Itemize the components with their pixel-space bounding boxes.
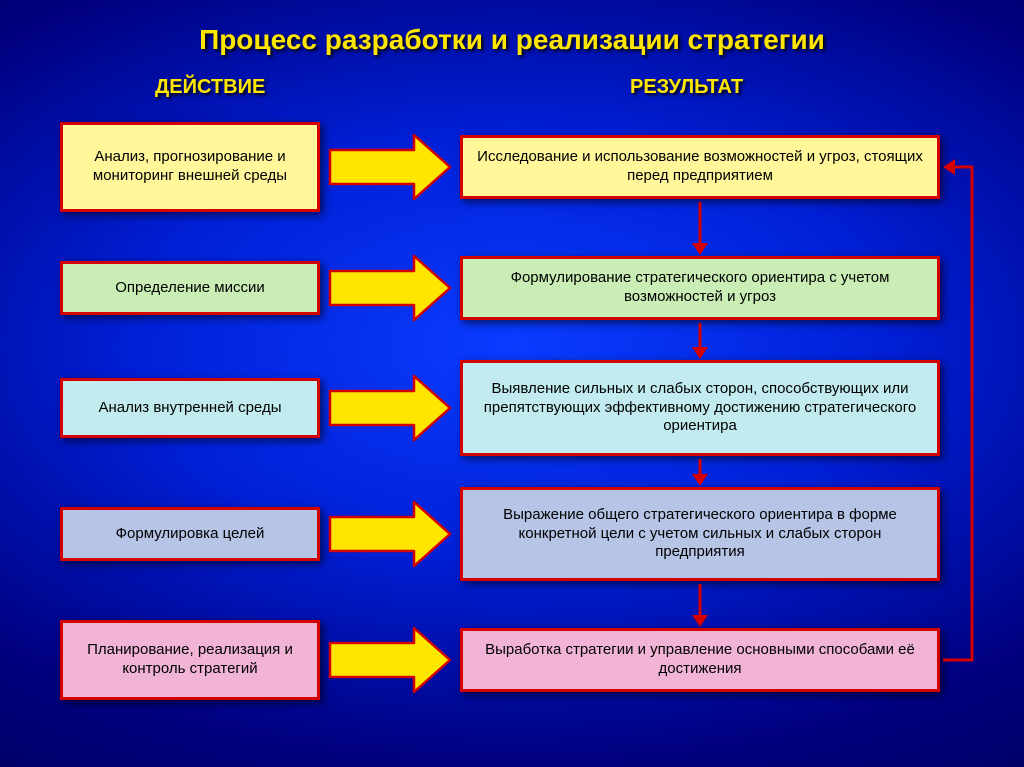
v-arrowhead-1 [692, 347, 708, 359]
container: Процесс разработки и реализации стратеги… [0, 0, 1024, 767]
header-result: РЕЗУЛЬТАТ [630, 76, 743, 99]
h-arrow-4 [330, 628, 450, 692]
result-box-1: Формулирование стратегического ориентира… [460, 256, 940, 320]
action-box-1: Определение миссии [60, 261, 320, 315]
result-box-0: Исследование и использование возможносте… [460, 135, 940, 199]
header-action: ДЕЙСТВИЕ [155, 76, 265, 99]
result-box-4: Выработка стратегии и управление основны… [460, 628, 940, 692]
h-arrow-3 [330, 502, 450, 566]
v-arrowhead-0 [692, 243, 708, 255]
action-box-0: Анализ, прогнозирование и мониторинг вне… [60, 122, 320, 212]
result-box-2: Выявление сильных и слабых сторон, спосо… [460, 360, 940, 456]
v-arrowhead-2 [692, 474, 708, 486]
action-box-4: Планирование, реализация и контроль стра… [60, 620, 320, 700]
action-box-3: Формулировка целей [60, 507, 320, 561]
h-arrow-0 [330, 135, 450, 199]
result-box-3: Выражение общего стратегического ориенти… [460, 487, 940, 581]
main-title: Процесс разработки и реализации стратеги… [0, 0, 1024, 56]
feedback-arrowhead [943, 159, 955, 175]
action-box-2: Анализ внутренней среды [60, 378, 320, 438]
h-arrow-2 [330, 376, 450, 440]
v-arrowhead-3 [692, 615, 708, 627]
feedback-line [943, 167, 972, 660]
h-arrow-1 [330, 256, 450, 320]
